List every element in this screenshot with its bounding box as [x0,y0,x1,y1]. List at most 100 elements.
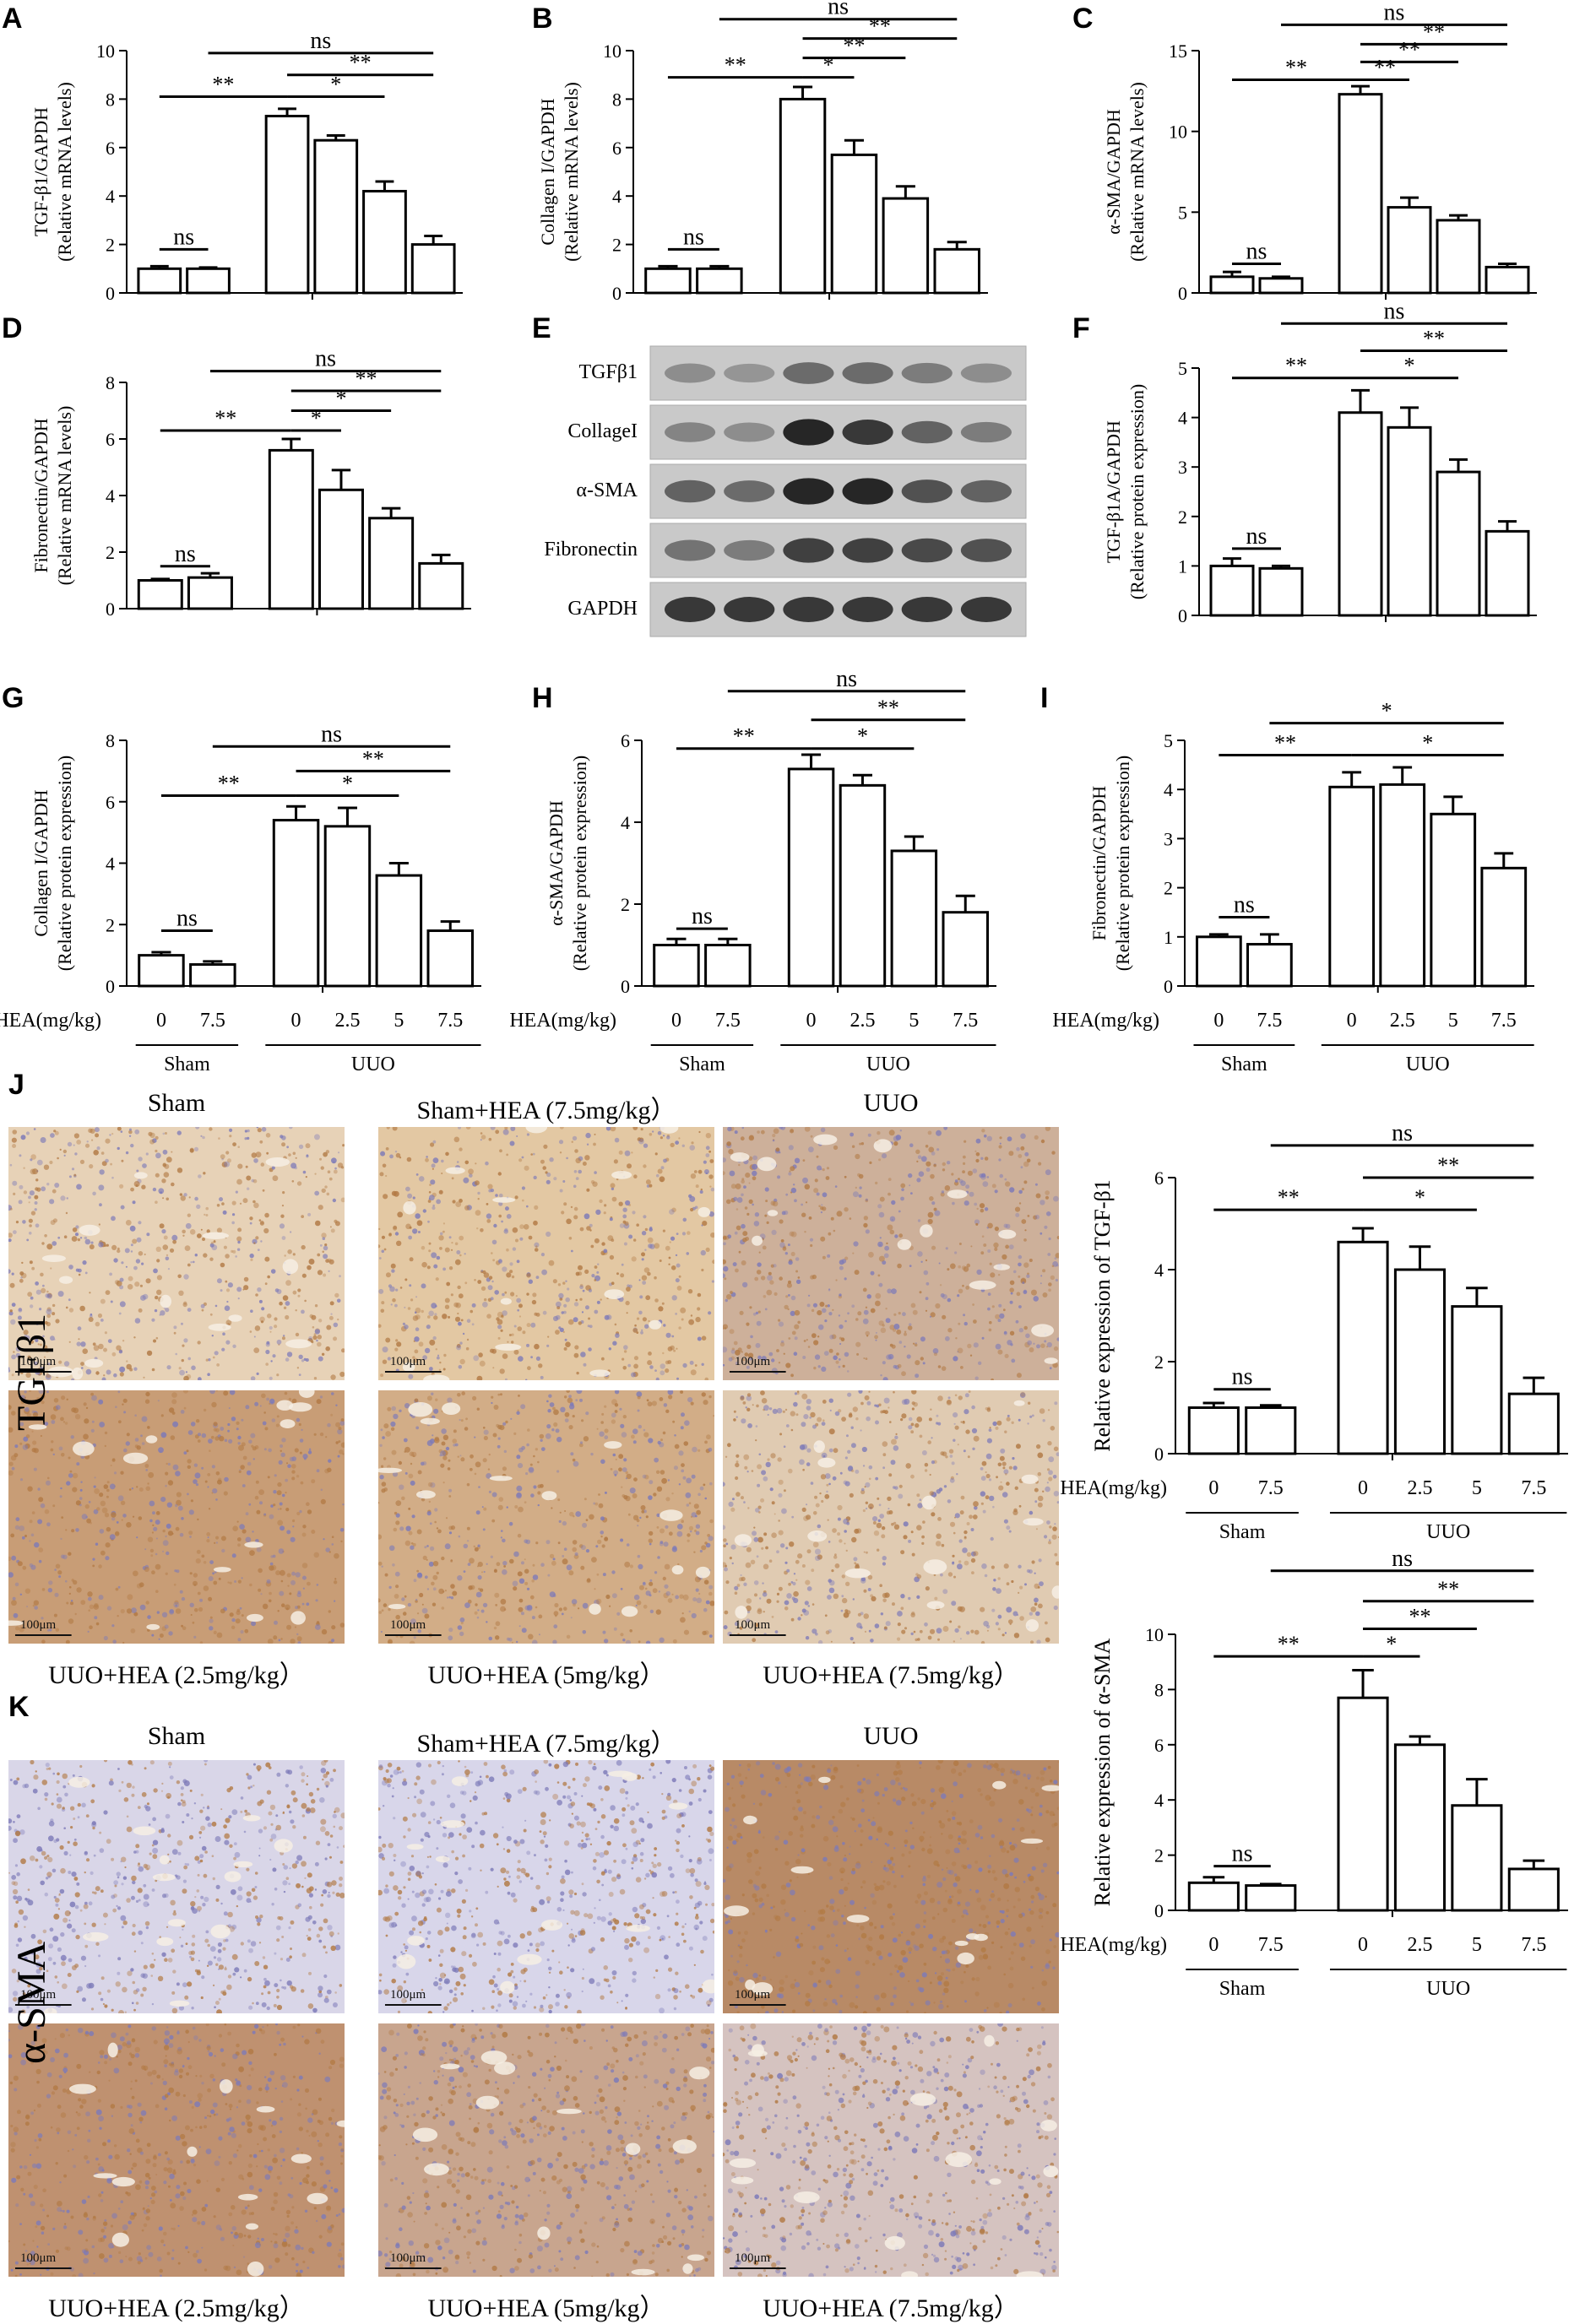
significance-label: ** [1278,1185,1300,1210]
y-tick-label: 2 [106,235,115,256]
bar [1246,1886,1295,1910]
bar [1189,1408,1238,1455]
micrograph-texture [723,2023,1059,2277]
micrograph-texture [723,1127,1059,1380]
bar [139,956,184,986]
blot-label: α-SMA [519,479,638,502]
micrograph-image [723,2023,1059,2277]
bar [698,268,742,293]
bar [187,268,230,293]
bar [1395,1745,1444,1910]
bar [780,99,825,293]
blot-band [724,597,774,622]
y-tick-label: 4 [1178,408,1187,429]
micrograph-image [8,1127,345,1380]
significance-label: ns [1246,523,1267,550]
bar [266,116,308,293]
y-tick-label: 4 [1164,779,1173,800]
y-tick-label: 0 [612,283,622,304]
panel-letter-K: K [8,1693,30,1721]
significance-label: * [857,724,868,749]
bar [1395,1270,1444,1454]
micrograph-texture [378,1127,714,1380]
hea-label: HEA(mg/kg) [509,1010,616,1032]
panel-letter-F: F [1072,314,1090,343]
blot-band [902,363,953,383]
significance-label: ns [683,224,704,250]
bar [1339,95,1381,293]
group-label-uuo: UUO [1406,1054,1450,1075]
significance-label: ns [175,541,196,567]
significance-label: ** [725,53,746,78]
blot-band [724,364,774,382]
significance-label: * [1414,1185,1425,1210]
hea-label: HEA(mg/kg) [1060,1477,1167,1499]
group-label-sham: Sham [1219,1978,1266,2000]
stain-side-label: TGFβ1 [8,1314,55,1431]
significance-label: ns [173,224,194,250]
dose-label: 7.5 [1491,1010,1517,1032]
y-tick-label: 6 [1154,1735,1164,1756]
significance-label: ** [362,746,384,771]
blot-band [961,364,1012,383]
y-tick-label: 5 [1164,730,1173,751]
blot-band [843,538,893,562]
y-tick-label: 8 [106,730,115,751]
blot-band [783,538,833,562]
micrograph-title: UUO+HEA (5mg/kg） [427,1654,665,1691]
bar [1248,945,1292,986]
bar [935,249,980,293]
dose-label: 0 [671,1010,681,1032]
dose-label: 2.5 [334,1010,360,1032]
panel-letter-I: I [1040,684,1048,712]
micrograph-image [378,1760,714,2013]
bar [1486,267,1528,293]
y-axis-subtitle: (Relative protein expression) [569,756,590,971]
y-axis-subtitle: (Relative protein expression) [1112,756,1133,971]
y-tick-label: 4 [106,186,115,207]
significance-label: ** [869,14,891,39]
blot-band [902,479,953,503]
micrograph-title: UUO+HEA (2.5mg/kg） [48,2287,305,2324]
blot-band [665,540,715,561]
group-label-uuo: UUO [866,1054,910,1075]
bar [188,577,231,609]
scale-bar-label: 100μm [735,1618,770,1633]
y-tick-label: 0 [621,976,630,997]
bar [1339,413,1381,615]
micrograph-texture [8,2023,345,2277]
dose-label: 5 [1472,1477,1482,1499]
significance-label: ns [1384,0,1405,25]
micrograph-texture [378,2023,714,2277]
micrograph-title: Sham [148,1722,205,1751]
y-tick-label: 0 [1164,976,1173,997]
y-axis-title: Fibronectin/GAPDH [1088,786,1110,940]
significance-label: ** [1374,55,1396,79]
y-tick-label: 2 [621,894,630,915]
panel-letter-A: A [2,4,23,33]
significance-label: ns [176,906,198,932]
y-tick-label: 10 [603,41,622,62]
y-axis-subtitle: (Relative mRNA levels) [54,406,75,586]
y-tick-label: 6 [106,792,115,813]
scale-bar-label: 100μm [390,1988,426,2002]
blot-band [843,478,893,504]
micrograph-title: UUO+HEA (7.5mg/kg） [763,2287,1019,2324]
y-tick-label: 2 [1178,507,1187,528]
bar [1388,208,1430,293]
bar [1338,1242,1387,1454]
y-tick-label: 4 [1154,1260,1164,1281]
significance-label: ns [1234,892,1255,918]
y-tick-label: 6 [612,138,622,159]
y-tick-label: 6 [106,429,115,450]
bar [1197,937,1240,986]
scale-bar-label: 100μm [20,1618,56,1633]
bar [706,945,751,987]
blot-band [843,362,893,384]
y-tick-label: 0 [106,283,115,304]
